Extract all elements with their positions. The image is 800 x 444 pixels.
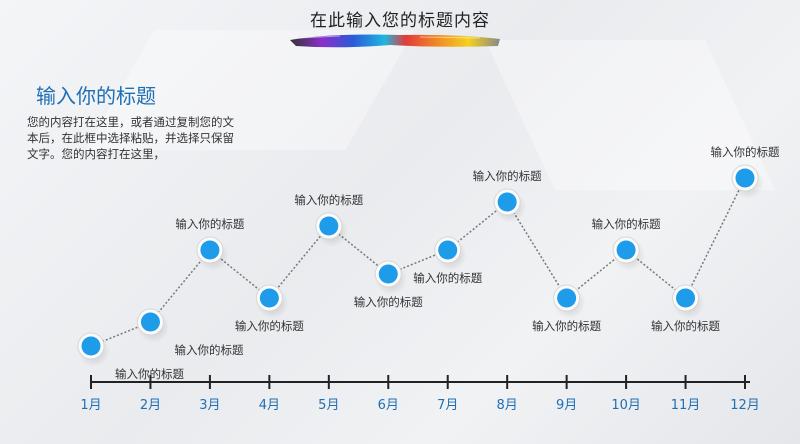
- data-point: [200, 240, 220, 260]
- data-point-label: 输入你的标题: [115, 367, 184, 381]
- x-tick-label: 9月: [556, 398, 577, 413]
- data-point-label: 输入你的标题: [175, 217, 244, 231]
- x-tick-label: 11月: [671, 398, 701, 413]
- x-tick-label: 3月: [199, 398, 220, 413]
- x-tick-label: 4月: [259, 398, 280, 413]
- data-point-label: 输入你的标题: [473, 169, 542, 183]
- data-point-label: 输入你的标题: [235, 319, 304, 333]
- data-point: [319, 216, 339, 236]
- data-point: [438, 240, 458, 260]
- data-point-label: 输入你的标题: [294, 193, 363, 207]
- data-point-label: 输入你的标题: [532, 319, 601, 333]
- data-point: [497, 192, 517, 212]
- section-description: 您的内容打在这里，或者通过复制您的文本后，在此框中选择粘贴，并选择只保留文字。您…: [27, 115, 234, 161]
- page-title: 在此输入您的标题内容: [310, 11, 490, 31]
- data-point-label: 输入你的标题: [174, 343, 243, 357]
- data-point: [140, 312, 160, 332]
- x-tick-label: 12月: [730, 398, 760, 413]
- x-tick-label: 6月: [378, 398, 399, 413]
- data-point: [676, 288, 696, 308]
- data-point-label: 输入你的标题: [413, 271, 482, 285]
- data-point: [616, 240, 636, 260]
- data-point: [378, 264, 398, 284]
- data-point-label: 输入你的标题: [592, 217, 661, 231]
- data-point: [557, 288, 577, 308]
- data-point-label: 输入你的标题: [354, 295, 423, 309]
- data-point: [735, 168, 755, 188]
- data-point: [259, 288, 279, 308]
- data-point: [81, 336, 101, 356]
- x-tick-label: 10月: [611, 398, 641, 413]
- data-point-label: 输入你的标题: [711, 145, 780, 159]
- x-tick-label: 1月: [80, 398, 101, 413]
- x-tick-label: 2月: [140, 398, 161, 413]
- x-tick-label: 5月: [318, 398, 339, 413]
- series-line: [90, 177, 746, 347]
- x-tick-label: 7月: [437, 398, 458, 413]
- data-point-label: 输入你的标题: [651, 319, 720, 333]
- x-tick-label: 8月: [497, 398, 518, 413]
- section-subtitle: 输入你的标题: [36, 84, 156, 108]
